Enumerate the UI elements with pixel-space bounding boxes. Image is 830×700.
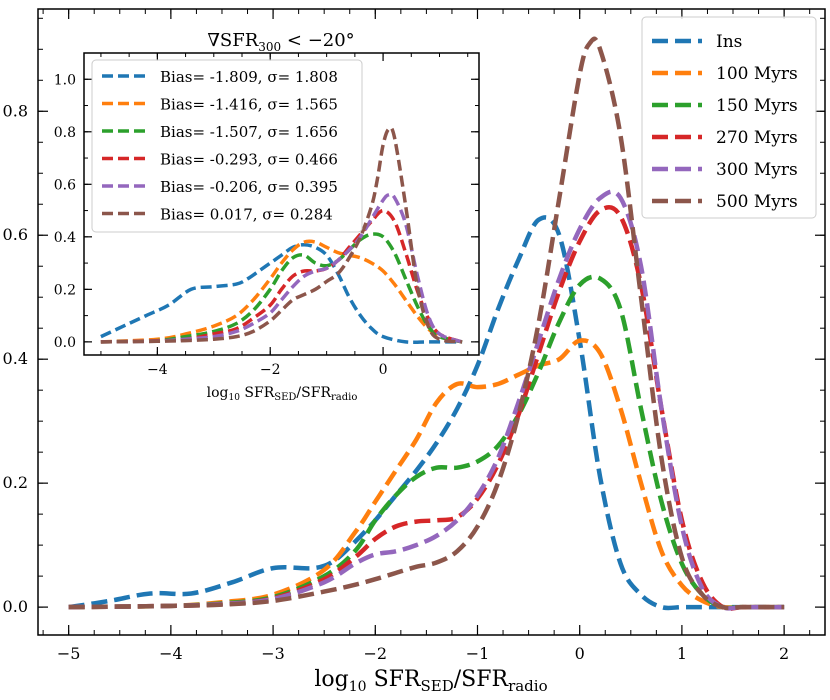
inset-legend-label: Bias= 0.017, σ= 0.284 — [160, 206, 333, 224]
inset-series-line-2 — [100, 232, 463, 344]
main-legend-label: 150 Myrs — [716, 96, 798, 116]
inset-series-line-1 — [100, 239, 463, 344]
main-y-tick-label: 0.8 — [3, 101, 28, 120]
inset-legend-label: Bias= -1.416, σ= 1.565 — [160, 96, 338, 114]
inset-x-axis-title: log10 SFRSED/SFRradio — [207, 385, 358, 403]
main-x-tick-label: 0 — [575, 644, 585, 663]
main-legend: Ins 100 Myrs 150 Myrs 270 Myrs 300 Myrs 500 M… — [641, 16, 817, 219]
inset-y-tick-label: 0.0 — [54, 335, 76, 351]
main-ticks: −5 −4 −3 −2 −1 0 1 2 0.0 0.2 0.4 0.6 0.8 — [3, 9, 825, 663]
main-lines — [68, 36, 785, 612]
main-x-tick-label: 1 — [677, 644, 687, 663]
inset-plot: −4 −2 0 0.0 0.2 0.4 0.6 0.8 1.0 ∇SFR300 < −20° l… — [54, 30, 480, 403]
main-legend-label: 270 Myrs — [716, 128, 798, 148]
inset-y-tick-label: 1.0 — [54, 72, 76, 88]
inset-y-tick-label: 0.6 — [54, 177, 76, 193]
main-series-line-3 — [68, 205, 785, 612]
inset-lines — [100, 125, 463, 345]
main-x-tick-label: −4 — [159, 644, 183, 663]
main-x-axis-title: log10 SFRSED/SFRradio — [314, 667, 547, 695]
inset-y-tick-label: 0.2 — [54, 282, 76, 298]
main-axes-frame — [37, 8, 826, 636]
main-legend-label: Ins — [716, 32, 742, 52]
inset-legend-label: Bias= -0.206, σ= 0.395 — [160, 178, 338, 196]
inset-x-tick-label: −4 — [147, 362, 168, 378]
inset-title: ∇SFR300 < −20° — [207, 30, 354, 54]
inset-y-tick-label: 0.4 — [54, 230, 76, 246]
main-legend-label: 300 Myrs — [716, 160, 798, 180]
main-x-tick-label: −3 — [261, 644, 285, 663]
main-x-tick-label: −5 — [57, 644, 81, 663]
inset-x-tick-label: −2 — [260, 362, 281, 378]
inset-ticks: −4 −2 0 0.0 0.2 0.4 0.6 0.8 1.0 — [54, 52, 479, 378]
main-series-line-0 — [68, 215, 785, 611]
main-series-line-4 — [68, 189, 785, 611]
inset-x-tick-label: 0 — [379, 362, 388, 378]
inset-series-line-0 — [100, 242, 463, 345]
main-series-line-1 — [68, 338, 785, 610]
inset-legend-box — [91, 59, 363, 233]
inset-legend-label: Bias= -0.293, σ= 0.466 — [160, 151, 338, 169]
inset-legend-label: Bias= -1.809, σ= 1.808 — [160, 68, 338, 86]
main-x-tick-label: 2 — [779, 644, 789, 663]
main-y-tick-label: 0.2 — [3, 473, 28, 492]
main-plot: −5 −4 −3 −2 −1 0 1 2 0.0 0.2 0.4 0.6 0.8 log10 SFRSE… — [3, 8, 826, 695]
inset-series-line-5 — [100, 125, 463, 344]
inset-y-tick-label: 0.8 — [54, 125, 76, 141]
inset-legend-label: Bias= -1.507, σ= 1.656 — [160, 123, 338, 141]
main-x-tick-label: −1 — [466, 644, 490, 663]
inset-axes-frame — [83, 52, 480, 356]
main-legend-label: 100 Myrs — [716, 64, 798, 84]
main-y-tick-label: 0.4 — [3, 349, 28, 368]
inset-legend: Bias= -1.809, σ= 1.808 Bias= -1.416, σ= 1… — [91, 59, 363, 233]
main-legend-label: 500 Myrs — [716, 192, 798, 212]
inset-series-line-4 — [100, 192, 463, 344]
main-y-tick-label: 0.6 — [3, 225, 28, 244]
main-y-tick-label: 0.0 — [3, 597, 28, 616]
main-x-tick-label: −2 — [363, 644, 387, 663]
